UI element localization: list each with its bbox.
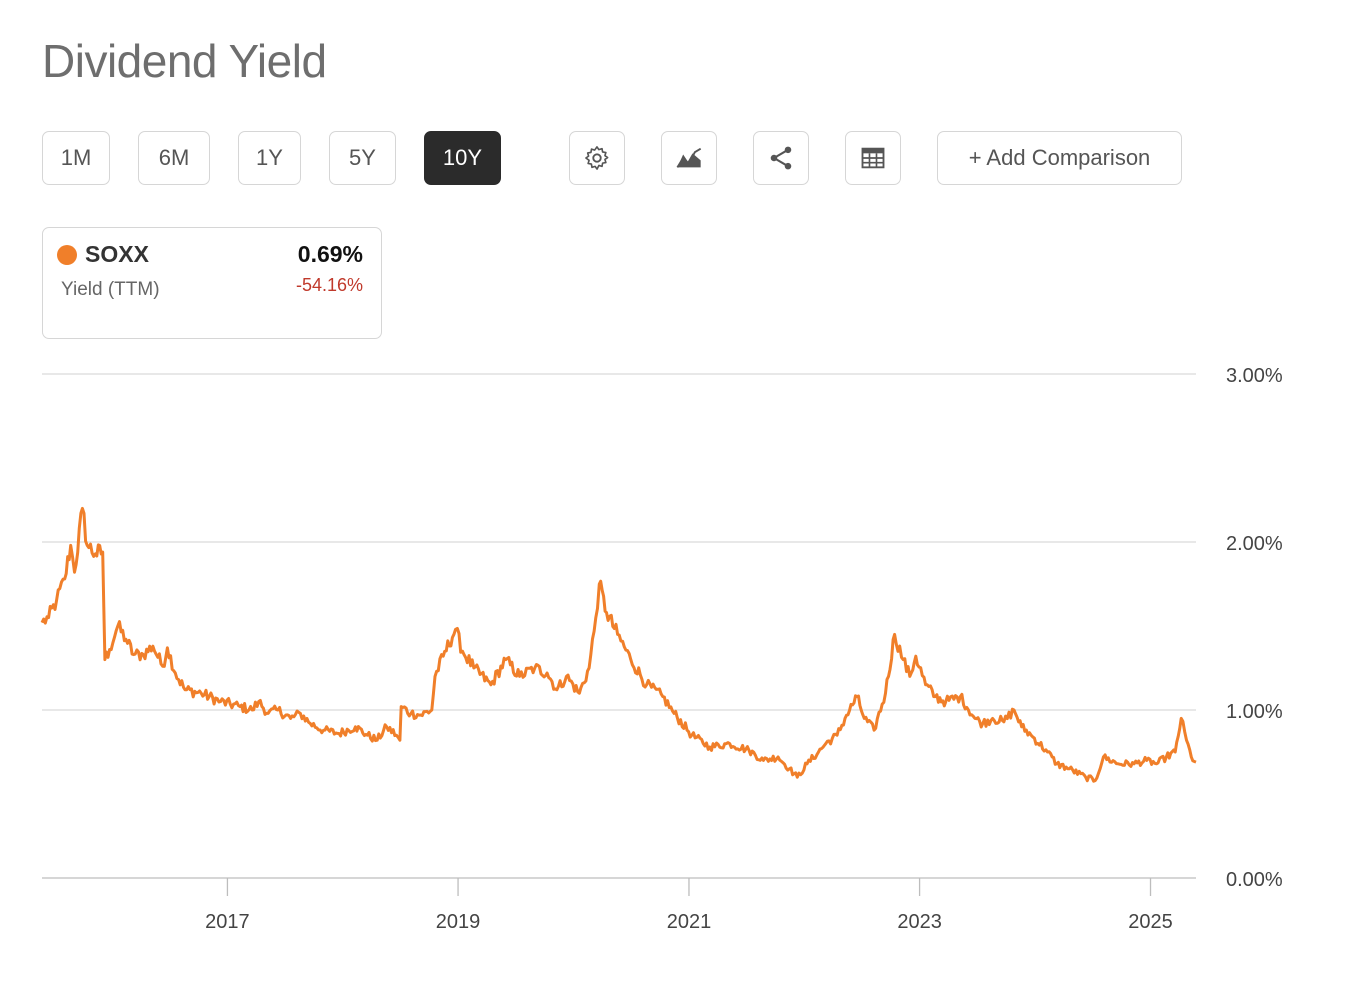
share-icon	[770, 146, 792, 170]
x-tick-label: 2017	[205, 911, 250, 933]
area-chart-icon	[676, 147, 702, 168]
settings-button[interactable]	[569, 131, 625, 185]
x-tick-label: 2021	[667, 911, 712, 933]
page-title: Dividend Yield	[42, 35, 327, 87]
x-tick-label: 2023	[897, 911, 942, 933]
range-10y-button[interactable]: 10Y	[424, 131, 501, 185]
series-color-dot	[57, 245, 77, 265]
legend-ticker: SOXX	[85, 241, 149, 267]
chart-type-button[interactable]	[661, 131, 717, 185]
legend-value: 0.69%	[297, 241, 363, 267]
legend-card: SOXX Yield (TTM) 0.69% -54.16%	[42, 227, 382, 339]
y-tick-label: 0.00%	[1226, 869, 1283, 891]
range-1m-button[interactable]: 1M	[42, 131, 110, 185]
series-line-soxx	[40, 506, 1197, 783]
add-comparison-button[interactable]: + Add Comparison	[937, 131, 1182, 185]
range-1y-button[interactable]: 1Y	[238, 131, 301, 185]
y-tick-label: 1.00%	[1226, 701, 1283, 723]
y-tick-label: 2.00%	[1226, 533, 1283, 555]
legend-metric: Yield (TTM)	[61, 279, 160, 300]
range-5y-button[interactable]: 5Y	[329, 131, 396, 185]
x-tick-label: 2019	[436, 911, 481, 933]
legend-change: -54.16%	[295, 275, 363, 295]
gear-icon	[585, 146, 609, 170]
table-icon	[861, 147, 885, 169]
range-6m-button[interactable]: 6M	[138, 131, 210, 185]
table-view-button[interactable]	[845, 131, 901, 185]
share-button[interactable]	[753, 131, 809, 185]
y-tick-label: 3.00%	[1226, 365, 1283, 387]
x-tick-label: 2025	[1128, 911, 1173, 933]
